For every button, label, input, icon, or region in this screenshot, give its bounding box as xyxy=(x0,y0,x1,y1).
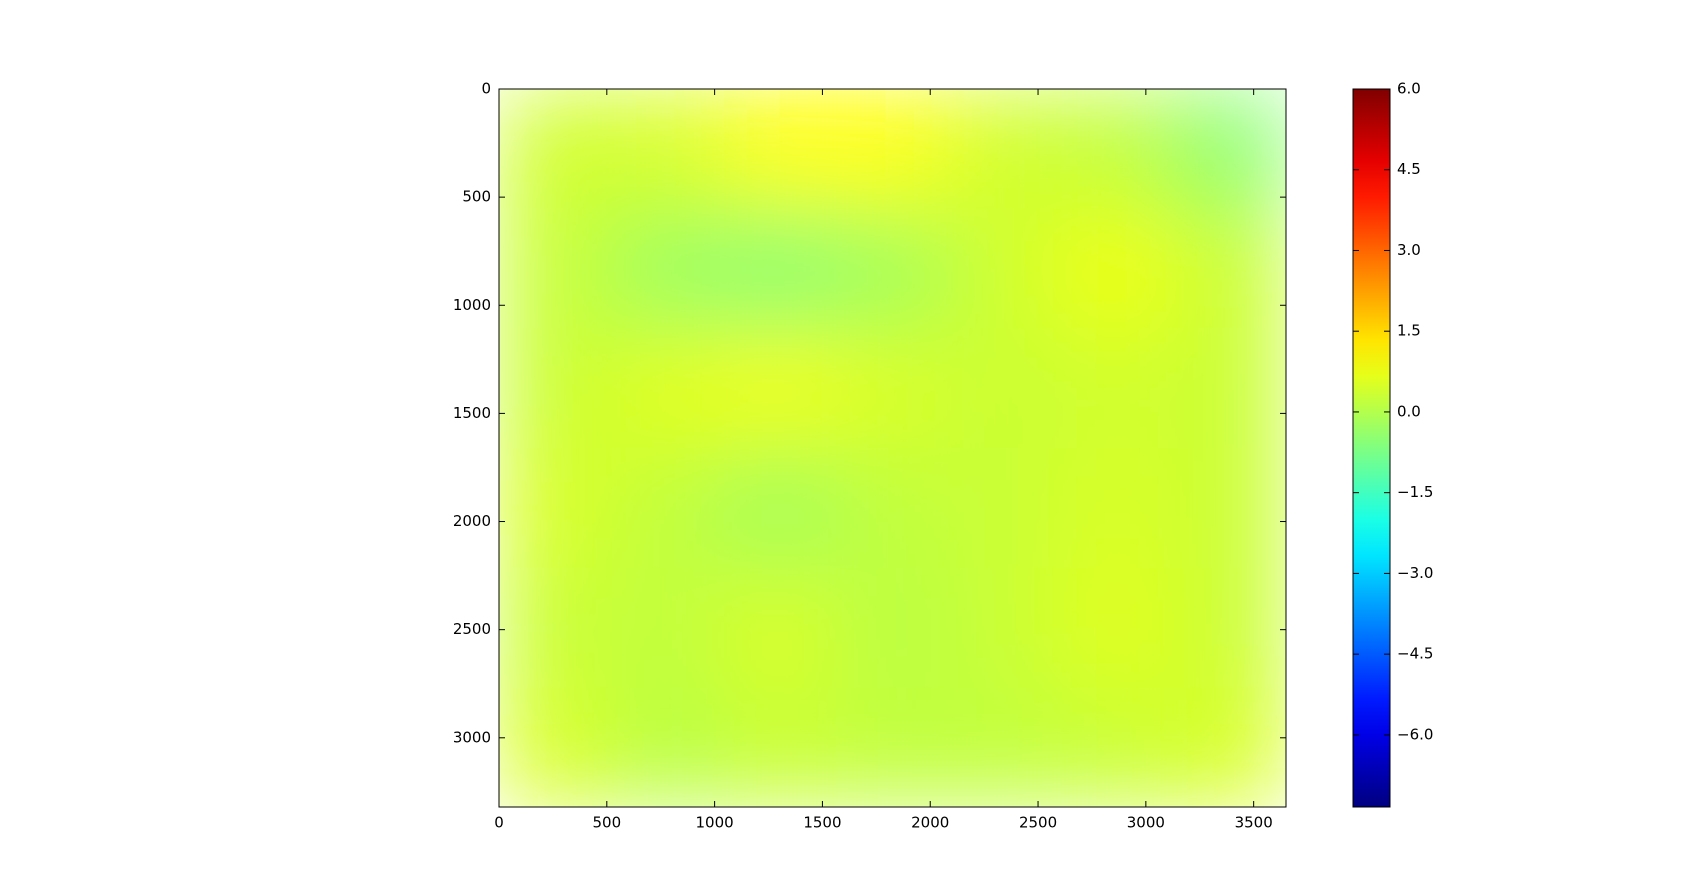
heatmap-cell xyxy=(723,448,837,569)
y-tick-label: 1000 xyxy=(453,296,491,314)
colorbar-tick-label: 0.0 xyxy=(1397,402,1421,420)
x-tick-label: 2500 xyxy=(1019,814,1057,832)
colorbar-tick-label: 1.5 xyxy=(1397,322,1421,340)
heatmap-cell xyxy=(948,448,1062,569)
heatmap-cell xyxy=(499,567,612,688)
y-tick-label: 0 xyxy=(481,80,491,98)
heatmap-cell xyxy=(723,89,837,210)
heatmap-cell xyxy=(948,328,1062,449)
heatmap-cell xyxy=(611,328,725,449)
heatmap-cell xyxy=(723,567,837,688)
heatmap-cell xyxy=(499,687,612,807)
heatmap-cell xyxy=(723,208,837,329)
heatmap-cell xyxy=(1173,687,1286,807)
heatmap-cell xyxy=(836,567,950,688)
heatmap-cell xyxy=(1061,89,1175,210)
heatmap-cell xyxy=(1173,208,1286,329)
heatmap-cell xyxy=(1173,328,1286,449)
heatmap-cell xyxy=(1061,687,1175,807)
heatmap-cell xyxy=(723,328,837,449)
heatmap-cell xyxy=(499,208,612,329)
x-tick-label: 1000 xyxy=(696,814,734,832)
heatmap-cell xyxy=(1173,448,1286,569)
x-tick-label: 2000 xyxy=(911,814,949,832)
heatmap-cell xyxy=(611,208,725,329)
colorbar-tick-label: −6.0 xyxy=(1397,725,1433,743)
heatmap-cell xyxy=(948,89,1062,210)
heatmap-cell xyxy=(1061,448,1175,569)
x-tick-label: 3500 xyxy=(1235,814,1273,832)
colorbar-tick-label: 6.0 xyxy=(1397,80,1421,98)
x-tick-label: 1500 xyxy=(803,814,841,832)
colorbar-tick-label: −4.5 xyxy=(1397,645,1433,663)
heatmap-cell xyxy=(611,687,725,807)
heatmap-cell xyxy=(499,328,612,449)
heatmap-cell xyxy=(499,448,612,569)
y-tick-label: 500 xyxy=(462,188,491,206)
heatmap-cell xyxy=(499,89,612,210)
heatmap-cell xyxy=(1173,89,1286,210)
heatmap-cell xyxy=(611,567,725,688)
x-tick-label: 0 xyxy=(494,814,504,832)
y-tick-label: 2500 xyxy=(453,620,491,638)
heatmap-cell xyxy=(836,448,950,569)
heatmap-cell xyxy=(948,567,1062,688)
heatmap-cell xyxy=(948,687,1062,807)
colorbar-tick-label: 3.0 xyxy=(1397,241,1421,259)
heatmap xyxy=(499,89,1286,807)
x-tick-label: 3000 xyxy=(1127,814,1165,832)
y-tick-label: 1500 xyxy=(453,404,491,422)
heatmap-cell xyxy=(723,687,837,807)
y-tick-label: 2000 xyxy=(453,512,491,530)
heatmap-cell xyxy=(836,89,950,210)
heatmap-cell xyxy=(611,89,725,210)
heatmap-cell xyxy=(611,448,725,569)
y-tick-label: 3000 xyxy=(453,728,491,746)
colorbar-tick-label: −3.0 xyxy=(1397,564,1433,582)
heatmap-cell xyxy=(836,328,950,449)
colorbar xyxy=(1352,88,1391,808)
heatmap-cell xyxy=(836,208,950,329)
heatmap-cell xyxy=(836,687,950,807)
heatmap-cell xyxy=(1061,208,1175,329)
x-tick-label: 500 xyxy=(592,814,621,832)
heatmap-cell xyxy=(1173,567,1286,688)
heatmap-cell xyxy=(948,208,1062,329)
heatmap-cell xyxy=(1061,328,1175,449)
colorbar-tick-label: −1.5 xyxy=(1397,483,1433,501)
plot-frame xyxy=(498,88,1287,808)
heatmap-cell xyxy=(1061,567,1175,688)
colorbar-tick-label: 4.5 xyxy=(1397,160,1421,178)
